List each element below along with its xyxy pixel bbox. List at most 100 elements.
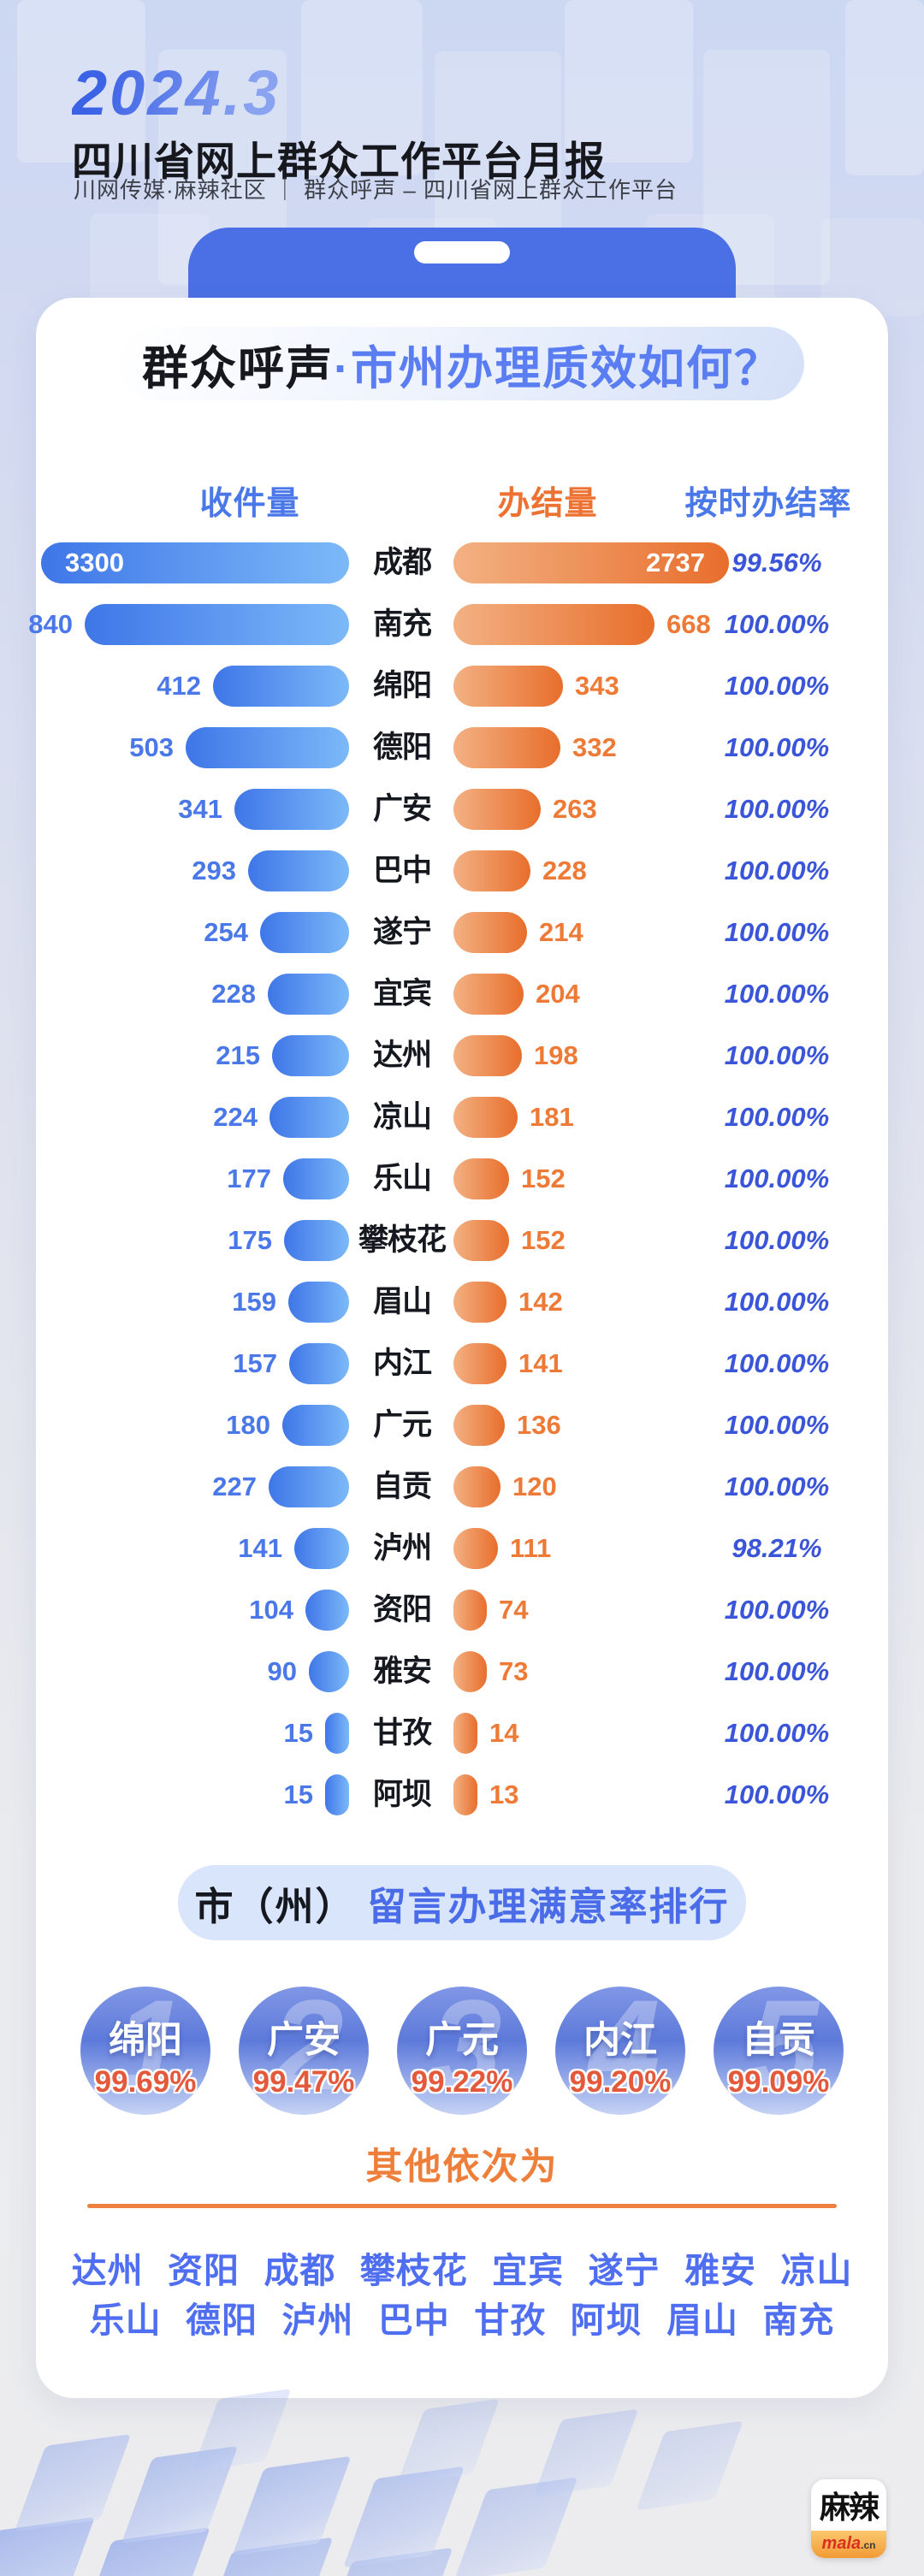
completed-value: 74: [499, 1595, 529, 1625]
city-label: 甘孜: [372, 1716, 432, 1750]
completed-value: 14: [489, 1718, 519, 1748]
on-time-rate-value: 100.00%: [724, 794, 830, 824]
completed-value: 120: [512, 1472, 557, 1501]
completed-value: 668: [666, 609, 711, 639]
on-time-rate-value: 100.00%: [724, 1718, 830, 1748]
received-bar-track: 157: [41, 1343, 349, 1384]
received-bar: [325, 1774, 349, 1815]
city-label: 凉山: [372, 1100, 432, 1134]
received-bar-track: 180: [41, 1405, 349, 1446]
page-title: 四川省网上群众工作平台月报: [72, 139, 606, 184]
received-bar: [270, 1097, 349, 1138]
city-label: 眉山: [372, 1285, 432, 1318]
received-bar: [85, 604, 349, 645]
received-bar: [272, 1035, 349, 1076]
received-value: 15: [283, 1718, 313, 1748]
on-time-rate-value: 100.00%: [724, 1656, 830, 1686]
on-time-rate-value: 100.00%: [724, 1780, 830, 1809]
chart-row-绵阳: 412 绵阳 343 100.00%: [36, 655, 888, 717]
completed-bar-track: 141: [453, 1343, 729, 1384]
received-bar: [186, 727, 349, 768]
received-value: 503: [129, 732, 174, 762]
report-card: 群众呼声 ·市州办理质效如何？ 收件量 办结量 按时办结率 3300 成都 2737 9…: [28, 298, 888, 2398]
completed-value: 111: [510, 1533, 552, 1563]
chart-row-甘孜: 15 甘孜 14 100.00%: [36, 1703, 888, 1764]
received-bar: [269, 1466, 349, 1507]
bg-parallelogram-decoration: [636, 2420, 743, 2511]
received-value: 175: [228, 1225, 272, 1255]
on-time-rate-value: 99.56%: [732, 548, 822, 577]
completed-bar-track: 73: [453, 1651, 729, 1692]
received-bar: [283, 1158, 349, 1199]
completed-bar: [453, 1343, 506, 1384]
chart-row-遂宁: 254 遂宁 214 100.00%: [36, 902, 888, 963]
completed-bar-track: 263: [453, 789, 729, 830]
bg-parallelogram-decoration: [14, 2433, 132, 2532]
received-value: 15: [283, 1780, 313, 1809]
completed-value: 263: [553, 794, 597, 824]
received-bar: [289, 1343, 349, 1384]
city-label: 宜宾: [372, 977, 432, 1010]
completed-bar: [453, 1405, 505, 1446]
city-label: 资阳: [372, 1593, 432, 1626]
chart-row-攀枝花: 175 攀枝花 152 100.00%: [36, 1210, 888, 1271]
page-subtitle: 川网传媒·麻辣社区 ｜ 群众呼声 – 四川省网上群众工作平台: [74, 177, 678, 203]
completed-bar: [453, 1774, 477, 1815]
chart-row-雅安: 90 雅安 73 100.00%: [36, 1641, 888, 1703]
chart-row-凉山: 224 凉山 181 100.00%: [36, 1087, 888, 1148]
chart-row-乐山: 177 乐山 152 100.00%: [36, 1148, 888, 1210]
completed-value: 136: [517, 1410, 561, 1440]
completed-value: 343: [575, 671, 619, 701]
chart-row-宜宾: 228 宜宾 204 100.00%: [36, 963, 888, 1025]
completed-bar: [453, 1035, 522, 1076]
on-time-rate-value: 100.00%: [724, 671, 830, 701]
city-label: 泸州: [372, 1531, 432, 1565]
chart-row-泸州: 141 泸州 111 98.21%: [36, 1518, 888, 1579]
completed-bar: [453, 789, 541, 830]
others-divider-line: [87, 2204, 837, 2208]
received-bar-track: 90: [41, 1651, 349, 1692]
chart-row-广元: 180 广元 136 100.00%: [36, 1395, 888, 1456]
received-bar-track: 293: [41, 850, 349, 891]
completed-value: 73: [499, 1656, 529, 1686]
completed-value: 141: [518, 1348, 563, 1378]
received-bar: 3300: [41, 542, 349, 583]
received-bar-track: 15: [41, 1774, 349, 1815]
completed-bar-track: 13: [453, 1774, 729, 1815]
received-value: 228: [211, 979, 256, 1009]
completed-bar: [453, 974, 524, 1015]
on-time-rate-value: 100.00%: [724, 1225, 830, 1255]
completed-bar-track: 214: [453, 912, 729, 953]
received-bar-track: 3300: [41, 542, 349, 583]
received-bar-track: 412: [41, 666, 349, 707]
chart-rows: 3300 成都 2737 99.56% 840 南充 668 100.00% 412 绵阳 343 1…: [28, 298, 888, 2398]
city-label: 德阳: [372, 731, 432, 764]
completed-value: 204: [536, 979, 580, 1009]
bg-column-decoration: [301, 0, 423, 175]
completed-bar-track: 136: [453, 1405, 729, 1446]
completed-bar: [453, 1590, 487, 1631]
completed-value: 152: [521, 1225, 566, 1255]
received-bar-track: 224: [41, 1097, 349, 1138]
chart-row-眉山: 159 眉山 142 100.00%: [36, 1271, 888, 1333]
received-bar-track: 227: [41, 1466, 349, 1507]
completed-bar-track: 204: [453, 974, 729, 1015]
received-bar-track: 341: [41, 789, 349, 830]
chart-row-南充: 840 南充 668 100.00%: [28, 594, 888, 655]
completed-bar-track: 120: [453, 1466, 729, 1507]
received-value: 840: [28, 609, 73, 639]
city-label: 攀枝花: [358, 1223, 447, 1257]
received-bar-track: 175: [41, 1220, 349, 1261]
received-bar-track: 215: [41, 1035, 349, 1076]
received-bar-track: 159: [41, 1282, 349, 1323]
completed-value: 13: [489, 1780, 519, 1809]
completed-bar: [453, 727, 560, 768]
received-value: 180: [226, 1410, 270, 1440]
completed-bar-track: 14: [453, 1713, 729, 1754]
completed-bar-track: 152: [453, 1158, 729, 1199]
received-bar: [268, 974, 349, 1015]
ranking-title-blue-part: 留言办理满意率排行: [367, 1884, 730, 1928]
city-label: 绵阳: [372, 669, 432, 702]
received-bar-track: 104: [41, 1590, 349, 1631]
others-cities-line1: 达州 资阳 成都 攀枝花 宜宾 遂宁 雅安 凉山: [71, 2251, 853, 2290]
